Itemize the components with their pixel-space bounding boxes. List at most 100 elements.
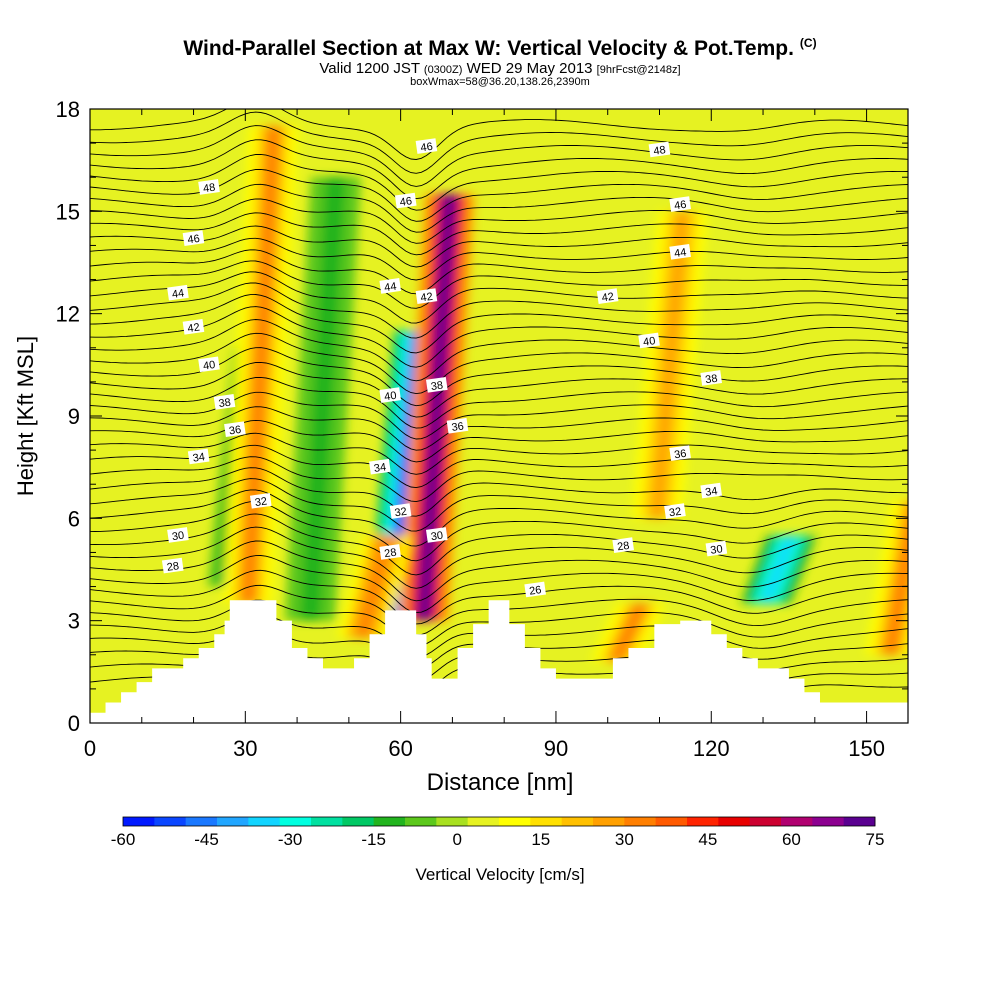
theta-label-box bbox=[161, 557, 184, 574]
y-tick-label: 18 bbox=[56, 97, 80, 122]
theta-label: 38 bbox=[213, 394, 236, 410]
chart-caption: boxWmax=58@36.20,138.26,2390m bbox=[410, 76, 590, 88]
theta-label: 36 bbox=[446, 417, 469, 434]
theta-label: 34 bbox=[700, 482, 723, 499]
theta-label: 30 bbox=[167, 527, 189, 544]
colorbar-tick-label: 15 bbox=[531, 830, 550, 849]
theta-label: 46 bbox=[394, 192, 417, 209]
theta-label-box bbox=[596, 288, 619, 304]
theta-contour bbox=[90, 526, 908, 589]
theta-label: 40 bbox=[379, 387, 402, 403]
y-tick-label: 9 bbox=[68, 404, 80, 429]
updraft-plume bbox=[357, 535, 393, 638]
theta-contour bbox=[90, 478, 908, 532]
terrain bbox=[90, 600, 908, 723]
theta-label-text: 34 bbox=[192, 451, 206, 465]
theta-label: 42 bbox=[415, 288, 438, 304]
theta-label-box bbox=[638, 332, 660, 349]
colorbar-swatch bbox=[843, 817, 876, 826]
x-axis-label: Distance [nm] bbox=[427, 769, 574, 796]
colorbar-swatch bbox=[217, 817, 249, 826]
y-tick-label: 3 bbox=[68, 609, 80, 634]
theta-label: 44 bbox=[669, 243, 691, 260]
theta-label: 48 bbox=[198, 179, 220, 196]
theta-contour bbox=[90, 319, 908, 382]
theta-label-text: 28 bbox=[384, 547, 398, 561]
theta-label-text: 44 bbox=[171, 287, 185, 301]
theta-label-box bbox=[389, 503, 412, 519]
x-tick-label: 30 bbox=[233, 736, 257, 761]
terrain-fill bbox=[90, 600, 908, 723]
colorbar-swatch bbox=[123, 817, 155, 826]
theta-contour bbox=[90, 456, 908, 503]
colorbar-tick-label: -30 bbox=[278, 830, 303, 849]
theta-label: 26 bbox=[524, 581, 546, 598]
theta-label-text: 32 bbox=[394, 506, 408, 520]
colorbar-swatch bbox=[342, 817, 375, 826]
colorbar-tick-label: -45 bbox=[194, 830, 219, 849]
theta-contour bbox=[90, 376, 908, 429]
x-tick-label: 0 bbox=[84, 736, 96, 761]
theta-contour bbox=[90, 540, 908, 602]
theta-label-text: 40 bbox=[642, 335, 656, 349]
updraft-plume bbox=[243, 126, 279, 604]
theta-label: 32 bbox=[664, 503, 686, 519]
x-tick-label: 150 bbox=[848, 736, 885, 761]
theta-label-text: 48 bbox=[653, 144, 667, 158]
colorbar-tick-label: 45 bbox=[698, 830, 717, 849]
theta-label-box bbox=[167, 527, 189, 543]
theta-contour bbox=[90, 249, 908, 295]
theta-contour bbox=[90, 168, 908, 222]
theta-contour bbox=[90, 183, 908, 233]
colorbar-swatch bbox=[718, 817, 751, 826]
theta-label: 36 bbox=[224, 421, 246, 438]
colorbar-tick-label: 0 bbox=[452, 830, 461, 849]
theta-contour bbox=[90, 294, 908, 354]
theta-label-text: 48 bbox=[202, 182, 216, 196]
theta-label-box bbox=[669, 196, 691, 212]
downdraft-plume bbox=[760, 535, 797, 604]
theta-label-box bbox=[612, 537, 634, 553]
colorbar-tick-label: 75 bbox=[866, 830, 885, 849]
colorbar-swatch bbox=[624, 817, 657, 826]
colorbar-swatch bbox=[248, 817, 281, 826]
theta-label: 46 bbox=[182, 230, 205, 247]
theta-label: 28 bbox=[612, 537, 634, 554]
colorbar-tick-label: 30 bbox=[615, 830, 634, 849]
theta-contour bbox=[90, 125, 908, 187]
theta-contour bbox=[90, 332, 908, 395]
theta-label-text: 46 bbox=[420, 141, 434, 155]
theta-label: 44 bbox=[167, 284, 189, 301]
theta-contour bbox=[90, 569, 908, 625]
y-tick-label: 6 bbox=[68, 506, 80, 531]
theta-label-text: 44 bbox=[384, 281, 398, 295]
theta-label-text: 30 bbox=[171, 530, 185, 544]
theta-label: 40 bbox=[638, 332, 660, 349]
theta-contour bbox=[90, 237, 908, 281]
colorbar: -60 -45 -30 -15 0 15 30 45 60 75 bbox=[111, 816, 885, 849]
chart-title: Wind-Parallel Section at Max W: Vertical… bbox=[183, 36, 817, 60]
theta-label-text: 46 bbox=[673, 199, 687, 213]
theta-label-box bbox=[182, 318, 205, 335]
colorbar-tick-label: -60 bbox=[111, 830, 136, 849]
theta-label-box bbox=[224, 421, 246, 437]
theta-label-box bbox=[700, 370, 723, 386]
theta-contour bbox=[90, 153, 908, 211]
theta-contour bbox=[90, 198, 908, 244]
theta-label: 32 bbox=[249, 492, 272, 509]
colorbar-swatch bbox=[530, 817, 563, 826]
x-tick-label: 90 bbox=[544, 736, 568, 761]
colorbar-label: Vertical Velocity [cm/s] bbox=[415, 865, 584, 884]
theta-contour bbox=[90, 271, 908, 324]
theta-contour bbox=[90, 501, 908, 562]
theta-contour bbox=[90, 555, 908, 614]
theta-label-text: 28 bbox=[616, 540, 630, 554]
theta-label-text: 40 bbox=[202, 359, 216, 373]
theta-label-text: 46 bbox=[187, 233, 201, 247]
copyright-mark: (C) bbox=[799, 36, 817, 50]
theta-label-text: 42 bbox=[601, 291, 615, 305]
y-tick-label: 15 bbox=[56, 199, 80, 224]
theta-label: 34 bbox=[187, 448, 210, 465]
theta-label-text: 36 bbox=[228, 424, 242, 438]
